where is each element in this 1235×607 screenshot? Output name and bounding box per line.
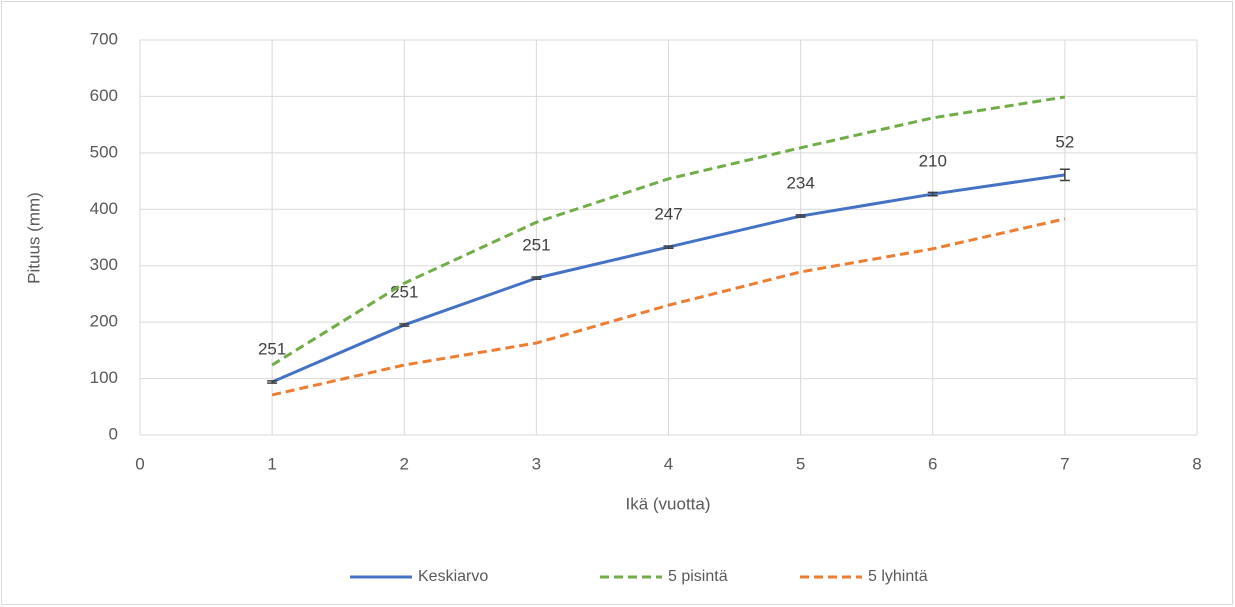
error-bar (927, 191, 938, 197)
x-tick-label: 4 (664, 454, 673, 473)
data-label: 251 (390, 282, 418, 301)
y-tick-label: 700 (90, 29, 118, 48)
data-label: 251 (258, 339, 286, 358)
y-tick-label: 100 (90, 368, 118, 387)
data-label: 210 (919, 152, 947, 171)
data-line (271, 95, 1066, 367)
legend-label: 5 lyhintä (868, 568, 928, 585)
error-bar (399, 323, 410, 327)
x-tick-label: 0 (135, 454, 144, 473)
error-bar (1059, 168, 1070, 182)
x-tick-label: 3 (532, 454, 541, 473)
data-label: 251 (522, 236, 550, 255)
y-tick-label: 600 (90, 86, 118, 105)
y-tick-label: 400 (90, 199, 118, 218)
y-tick-label: 0 (109, 424, 118, 443)
data-label: 247 (654, 205, 682, 224)
error-bar (795, 214, 806, 218)
y-tick-label: 300 (90, 255, 118, 274)
x-tick-label: 5 (796, 454, 805, 473)
error-bar (663, 245, 674, 249)
y-tick-label: 500 (90, 142, 118, 161)
data-line (271, 217, 1066, 397)
legend-label: Keskiarvo (418, 568, 488, 585)
error-bar (531, 276, 542, 281)
x-tick-label: 8 (1192, 454, 1201, 473)
y-tick-label: 200 (90, 312, 118, 331)
x-tick-label: 6 (928, 454, 937, 473)
legend-label: 5 pisintä (668, 568, 728, 585)
data-label: 234 (786, 174, 814, 193)
x-tick-label: 1 (267, 454, 276, 473)
error-bar (267, 380, 278, 384)
data-label: 52 (1055, 132, 1074, 151)
x-tick-label: 2 (400, 454, 409, 473)
x-axis-title: Ikä (vuotta) (625, 494, 710, 513)
x-tick-label: 7 (1060, 454, 1069, 473)
y-axis-title: Pituus (mm) (24, 192, 43, 284)
